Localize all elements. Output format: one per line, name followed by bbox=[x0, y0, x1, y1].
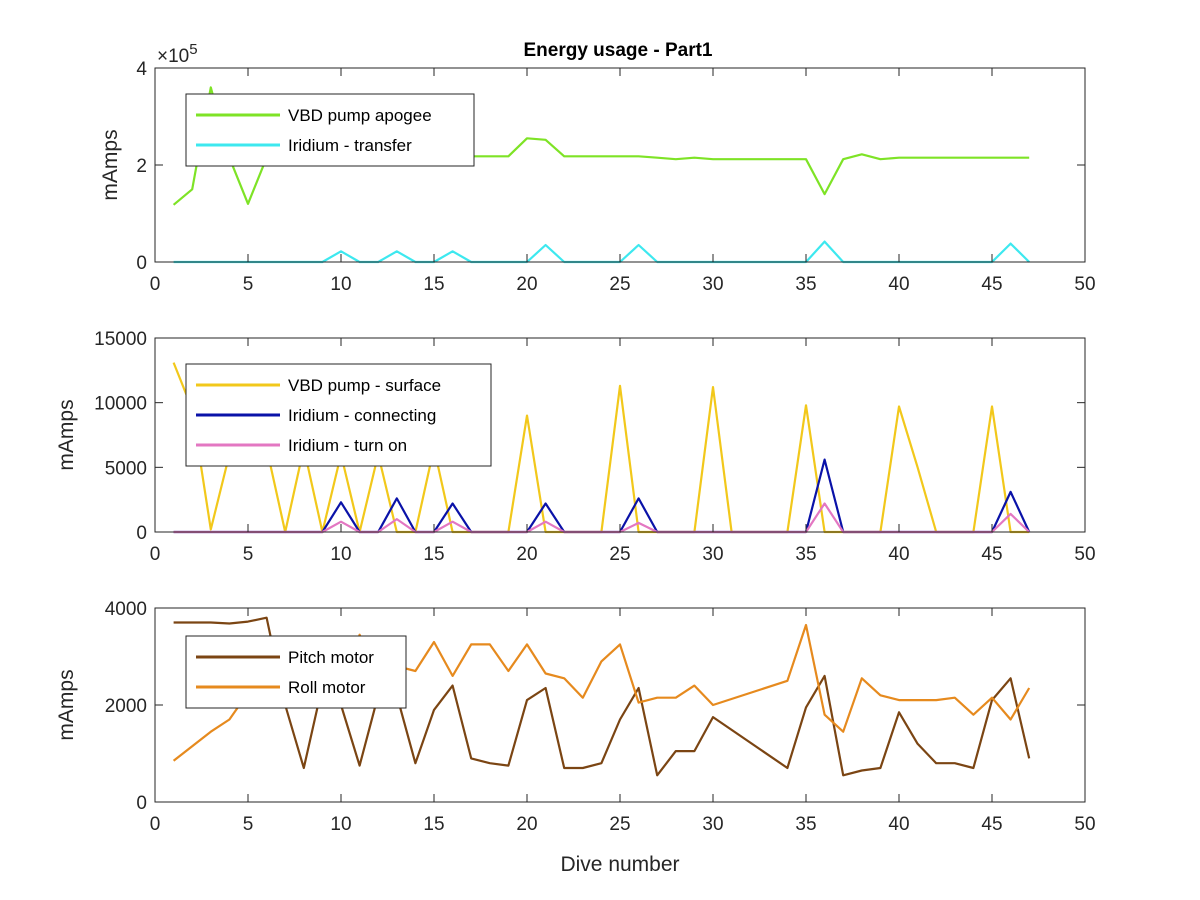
y-tick-label: 4000 bbox=[105, 599, 147, 620]
x-tick-label: 45 bbox=[981, 814, 1002, 835]
y-tick-label: 5000 bbox=[105, 458, 147, 479]
x-tick-label: 30 bbox=[702, 274, 723, 295]
y-axis-label: mAmps bbox=[99, 129, 122, 200]
subplot-2: 0 5 10 15 20 25 30 35 40 45 50 0 5000 10000 15000 mAmps… bbox=[55, 329, 1096, 565]
legend: VBD pump - surface Iridium - connecting Ir… bbox=[185, 363, 492, 467]
legend: Pitch motor Roll motor bbox=[185, 635, 407, 709]
x-tick-label: 5 bbox=[243, 274, 254, 295]
exponent-base: ×10 bbox=[157, 46, 189, 67]
x-tick-label: 45 bbox=[981, 274, 1002, 295]
x-tick-label: 15 bbox=[423, 544, 444, 565]
x-tick-label: 30 bbox=[702, 544, 723, 565]
y-tick-label: 0 bbox=[136, 523, 147, 544]
y-exponent-label: ×105 bbox=[157, 41, 198, 67]
y-axis-label: mAmps bbox=[55, 669, 78, 740]
legend-entry-label: Iridium - transfer bbox=[288, 136, 412, 155]
legend-box bbox=[185, 93, 475, 167]
x-tick-label: 35 bbox=[795, 814, 816, 835]
legend-entry-label: VBD pump - surface bbox=[288, 376, 441, 395]
y-axis-label: mAmps bbox=[55, 399, 78, 470]
x-tick-label: 0 bbox=[150, 274, 161, 295]
x-tick-label: 15 bbox=[423, 274, 444, 295]
x-tick-label: 10 bbox=[330, 814, 351, 835]
legend: VBD pump apogee Iridium - transfer bbox=[185, 93, 475, 167]
legend-entry-label: Iridium - connecting bbox=[288, 406, 436, 425]
exponent-power: 5 bbox=[189, 41, 197, 58]
x-tick-label: 45 bbox=[981, 544, 1002, 565]
legend-entry-label: Iridium - turn on bbox=[288, 436, 407, 455]
x-tick-label: 30 bbox=[702, 814, 723, 835]
x-axis-label: Dive number bbox=[560, 853, 679, 876]
x-tick-label: 5 bbox=[243, 544, 254, 565]
legend-entry-label: Roll motor bbox=[288, 678, 366, 697]
x-tick-label: 50 bbox=[1074, 544, 1095, 565]
legend-entry-label: Pitch motor bbox=[288, 648, 374, 667]
x-tick-label: 15 bbox=[423, 814, 444, 835]
x-tick-label: 25 bbox=[609, 274, 630, 295]
legend-box bbox=[185, 635, 407, 709]
x-tick-label: 0 bbox=[150, 814, 161, 835]
x-tick-label: 50 bbox=[1074, 274, 1095, 295]
y-tick-label: 4 bbox=[136, 59, 147, 80]
legend-entry-label: VBD pump apogee bbox=[288, 106, 432, 125]
subplot-3: 0 5 10 15 20 25 30 35 40 45 50 0 2000 4000 mAmps Pitch … bbox=[55, 599, 1096, 835]
x-tick-label: 40 bbox=[888, 544, 909, 565]
x-tick-label: 20 bbox=[516, 814, 537, 835]
x-tick-label: 20 bbox=[516, 274, 537, 295]
figure-title: Energy usage - Part1 bbox=[523, 40, 712, 61]
y-tick-label: 0 bbox=[136, 793, 147, 814]
y-tick-label: 15000 bbox=[94, 329, 147, 350]
series-line-1 bbox=[173, 616, 1031, 777]
y-tick-label: 2000 bbox=[105, 696, 147, 717]
x-tick-label: 50 bbox=[1074, 814, 1095, 835]
x-tick-label: 35 bbox=[795, 274, 816, 295]
x-tick-label: 25 bbox=[609, 814, 630, 835]
x-tick-label: 5 bbox=[243, 814, 254, 835]
x-tick-label: 40 bbox=[888, 274, 909, 295]
x-tick-label: 25 bbox=[609, 544, 630, 565]
x-tick-label: 35 bbox=[795, 544, 816, 565]
x-tick-label: 10 bbox=[330, 544, 351, 565]
y-tick-label: 0 bbox=[136, 253, 147, 274]
x-tick-label: 40 bbox=[888, 814, 909, 835]
x-tick-label: 0 bbox=[150, 544, 161, 565]
x-tick-label: 20 bbox=[516, 544, 537, 565]
y-tick-label: 2 bbox=[136, 156, 147, 177]
x-tick-label: 10 bbox=[330, 274, 351, 295]
y-tick-label: 10000 bbox=[94, 394, 147, 415]
